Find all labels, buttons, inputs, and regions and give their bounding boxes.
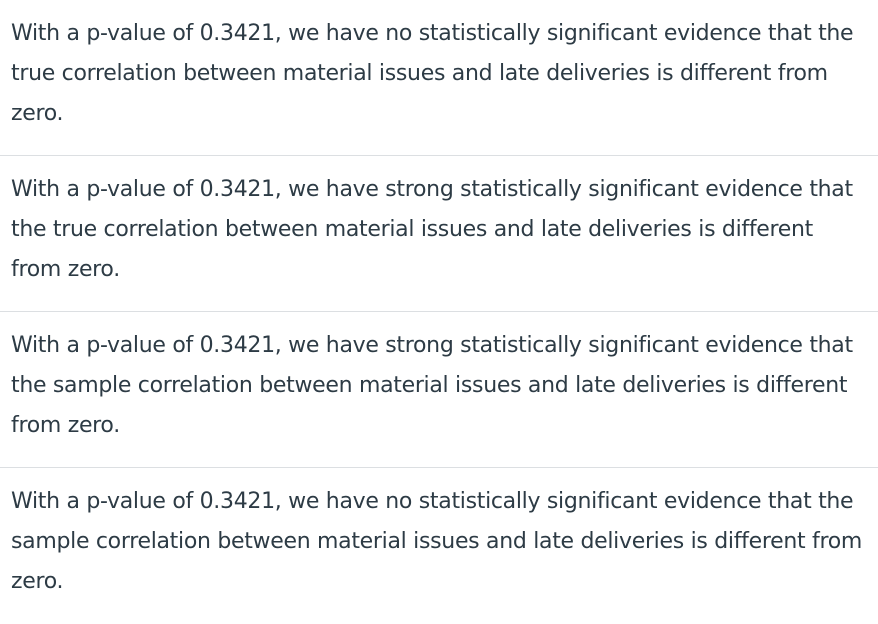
answer-option[interactable]: With a p-value of 0.3421, we have strong… bbox=[0, 312, 878, 468]
answer-option[interactable]: With a p-value of 0.3421, we have strong… bbox=[0, 156, 878, 312]
answer-option[interactable]: With a p-value of 0.3421, we have no sta… bbox=[0, 0, 878, 156]
answer-option[interactable]: With a p-value of 0.3421, we have no sta… bbox=[11, 489, 863, 594]
